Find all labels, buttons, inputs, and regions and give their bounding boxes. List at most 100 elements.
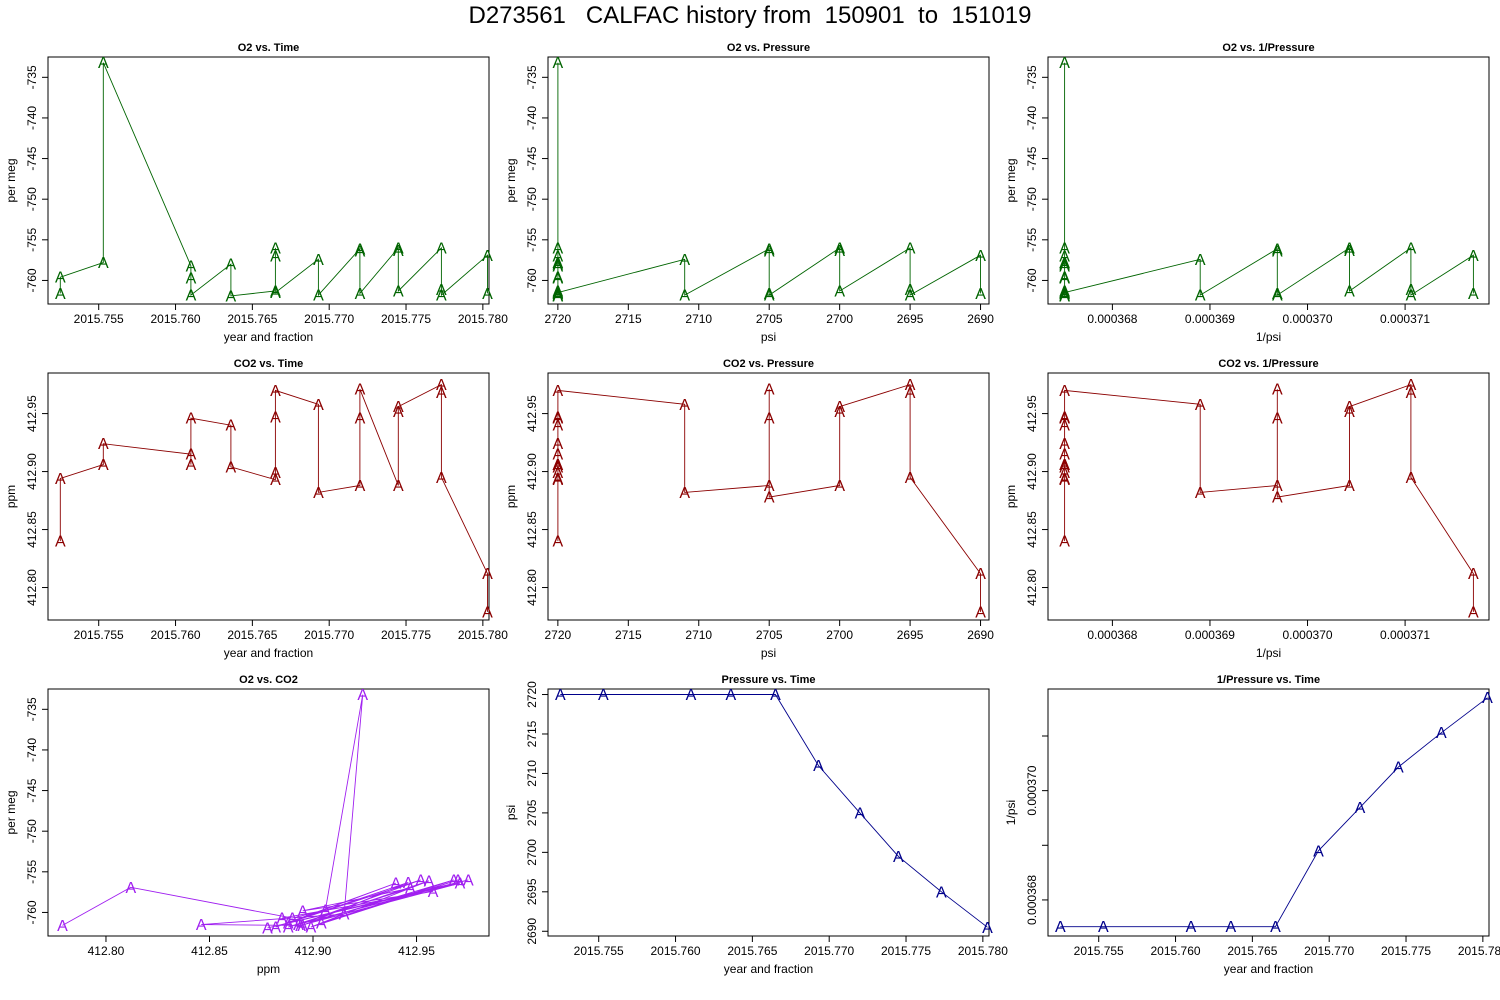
panel-o2-time: O2 vs. Time 2015.755 2015.760 2015.765 2015.… bbox=[4, 42, 508, 344]
x-tick: 2710 bbox=[685, 620, 712, 642]
data-point-marker: A bbox=[905, 377, 916, 394]
x-tick-label: 412.95 bbox=[398, 944, 435, 958]
x-tick: 2015.770 bbox=[1304, 936, 1355, 958]
plot-frame bbox=[547, 372, 990, 621]
plot-frame bbox=[1047, 56, 1490, 305]
x-axis-label: year and fraction bbox=[224, 330, 313, 344]
data-point-marker: A bbox=[553, 249, 564, 266]
data-point-marker: A bbox=[1344, 240, 1355, 257]
data-point-marker: A bbox=[553, 285, 564, 302]
x-tick: 2015.765 bbox=[227, 620, 278, 642]
data-point-marker: A bbox=[1059, 472, 1070, 489]
data-point-marker: A bbox=[424, 873, 435, 890]
data-point-marker: A bbox=[1272, 286, 1283, 303]
data-point-marker: A bbox=[1059, 270, 1070, 287]
y-axis-label: per meg bbox=[4, 158, 18, 202]
y-tick: -755 bbox=[25, 859, 48, 884]
data-point-marker: A bbox=[355, 411, 366, 428]
x-tick: 2015.775 bbox=[881, 936, 931, 958]
x-tick-label: 2015.780 bbox=[1458, 944, 1500, 958]
data-point-marker: A bbox=[1059, 383, 1070, 400]
data-point-marker: A bbox=[1059, 285, 1070, 302]
page-title: D273561 CALFAC history from 150901 to 15… bbox=[468, 2, 1032, 29]
x-tick-label: 2015.780 bbox=[458, 628, 508, 642]
data-point-marker: A bbox=[1272, 382, 1283, 399]
y-tick: -760 bbox=[525, 268, 548, 292]
data-point-marker: A bbox=[270, 284, 281, 301]
x-tick-label: 0.000369 bbox=[1185, 312, 1235, 326]
data-point-marker: A bbox=[553, 472, 564, 489]
x-axis-label: psi bbox=[761, 330, 776, 344]
x-tick: 2015.760 bbox=[651, 936, 701, 958]
x-tick-label: 2015.770 bbox=[304, 312, 354, 326]
y-tick: -750 bbox=[25, 819, 48, 843]
x-tick: 2720 bbox=[545, 304, 572, 326]
data-point-marker: A bbox=[226, 459, 237, 476]
data-point-marker: A bbox=[1406, 470, 1417, 487]
y-tick: 0.000368 bbox=[1025, 875, 1048, 925]
data-point-marker: A bbox=[186, 288, 197, 305]
data-point-marker: A bbox=[98, 255, 109, 272]
y-tick-label: 2710 bbox=[525, 760, 539, 787]
y-axis-label: ppm bbox=[504, 485, 518, 508]
x-tick-label: 2720 bbox=[545, 312, 572, 326]
panel-co2-time: CO2 vs. Time 2015.755 2015.760 2015.765 2015… bbox=[4, 358, 508, 660]
series-line bbox=[1064, 62, 1474, 296]
x-tick-label: 2710 bbox=[685, 312, 712, 326]
y-tick-label: -760 bbox=[25, 900, 39, 924]
x-axis-label: year and fraction bbox=[724, 962, 813, 976]
y-tick-label: 412.90 bbox=[525, 453, 539, 490]
data-point-marker: A bbox=[1059, 418, 1070, 435]
data-point-marker: A bbox=[482, 248, 493, 265]
data-point-marker: A bbox=[393, 284, 404, 301]
data-point-marker: A bbox=[764, 288, 775, 305]
data-point-marker: A bbox=[357, 687, 368, 704]
data-point-marker: A bbox=[1059, 411, 1070, 428]
y-tick: -745 bbox=[25, 778, 48, 803]
data-point-marker: A bbox=[1313, 843, 1324, 860]
series-line bbox=[59, 383, 488, 612]
data-point-marker: A bbox=[313, 397, 324, 414]
y-tick: 2695 bbox=[525, 878, 548, 905]
data-point-marker: A bbox=[553, 465, 564, 482]
data-point-marker: A bbox=[893, 849, 904, 866]
series-line bbox=[1060, 697, 1488, 928]
data-point-marker: A bbox=[1059, 258, 1070, 275]
x-tick-label: 2710 bbox=[685, 628, 712, 642]
data-point-marker: A bbox=[1344, 243, 1355, 260]
x-tick-label: 0.000370 bbox=[1282, 312, 1332, 326]
plot-frame bbox=[547, 688, 990, 937]
data-point-marker: A bbox=[1468, 566, 1479, 583]
x-tick: 2015.775 bbox=[1381, 936, 1431, 958]
data-point-marker: A bbox=[770, 687, 781, 704]
data-point-marker: A bbox=[482, 286, 493, 303]
data-point-marker: A bbox=[1344, 284, 1355, 301]
data-point-marker: A bbox=[270, 472, 281, 489]
data-point-marker: A bbox=[1059, 255, 1070, 272]
data-point-marker: A bbox=[834, 243, 845, 260]
data-point-marker: A bbox=[726, 687, 737, 704]
x-tick-label: 2015.755 bbox=[1074, 944, 1124, 958]
x-tick-label: 2015.765 bbox=[727, 944, 777, 958]
x-tick: 2715 bbox=[615, 304, 642, 326]
x-tick: 2015.760 bbox=[1151, 936, 1201, 958]
data-point-marker: A bbox=[415, 872, 426, 889]
data-point-marker: A bbox=[553, 257, 564, 274]
panel-title: CO2 vs. Time bbox=[234, 358, 304, 370]
data-point-marker: A bbox=[905, 240, 916, 257]
y-tick: -740 bbox=[1025, 106, 1048, 130]
data-point-marker: A bbox=[553, 288, 564, 305]
y-axis-label: ppm bbox=[4, 485, 18, 508]
y-tick-label: 412.80 bbox=[525, 569, 539, 606]
y-tick-label: 412.80 bbox=[25, 569, 39, 606]
data-point-marker: A bbox=[316, 916, 327, 933]
y-tick: -740 bbox=[525, 106, 548, 130]
y-tick-label: 412.95 bbox=[525, 395, 539, 432]
data-point-marker: A bbox=[306, 920, 317, 937]
x-tick-label: 2705 bbox=[756, 628, 783, 642]
x-tick-label: 2015.765 bbox=[1227, 944, 1277, 958]
x-tick: 2015.755 bbox=[74, 620, 124, 642]
data-point-marker: A bbox=[270, 249, 281, 266]
plot-frame bbox=[47, 56, 490, 305]
